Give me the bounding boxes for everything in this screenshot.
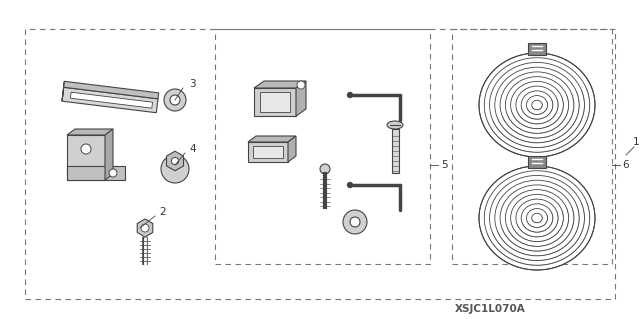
Bar bbox=[528, 43, 546, 55]
Ellipse shape bbox=[387, 121, 403, 129]
Polygon shape bbox=[105, 129, 113, 180]
Bar bbox=[528, 156, 546, 168]
Text: XSJC1L070A: XSJC1L070A bbox=[454, 304, 525, 314]
Circle shape bbox=[343, 210, 367, 234]
Polygon shape bbox=[137, 219, 153, 237]
Text: 5: 5 bbox=[441, 160, 447, 170]
Polygon shape bbox=[254, 81, 306, 88]
Circle shape bbox=[109, 169, 117, 177]
Bar bbox=[25, 29, 615, 299]
Ellipse shape bbox=[479, 53, 595, 157]
Ellipse shape bbox=[479, 166, 595, 270]
Circle shape bbox=[297, 81, 305, 89]
Circle shape bbox=[81, 144, 91, 154]
Bar bbox=[392, 129, 399, 173]
Polygon shape bbox=[62, 87, 158, 113]
Circle shape bbox=[170, 95, 180, 105]
Bar bbox=[67, 166, 125, 180]
Bar bbox=[260, 92, 290, 112]
Bar bbox=[254, 88, 296, 116]
Circle shape bbox=[350, 217, 360, 227]
Text: 3: 3 bbox=[189, 79, 195, 89]
Text: 1: 1 bbox=[633, 137, 639, 147]
Text: 6: 6 bbox=[623, 160, 629, 170]
Circle shape bbox=[164, 89, 186, 111]
Bar bbox=[248, 142, 288, 162]
Polygon shape bbox=[248, 136, 296, 142]
Circle shape bbox=[348, 93, 353, 98]
Text: 4: 4 bbox=[189, 144, 196, 154]
Circle shape bbox=[161, 155, 189, 183]
Bar bbox=[452, 29, 612, 264]
Circle shape bbox=[320, 164, 330, 174]
Polygon shape bbox=[70, 92, 152, 108]
Text: 2: 2 bbox=[160, 207, 166, 217]
Bar bbox=[215, 29, 430, 264]
Polygon shape bbox=[67, 129, 113, 135]
Polygon shape bbox=[288, 136, 296, 162]
Polygon shape bbox=[64, 81, 159, 99]
Polygon shape bbox=[62, 81, 65, 101]
Circle shape bbox=[348, 182, 353, 188]
Polygon shape bbox=[166, 151, 184, 171]
Polygon shape bbox=[296, 81, 306, 116]
Bar bbox=[67, 135, 105, 180]
Bar bbox=[253, 146, 283, 158]
Circle shape bbox=[172, 157, 179, 165]
Circle shape bbox=[141, 224, 149, 232]
